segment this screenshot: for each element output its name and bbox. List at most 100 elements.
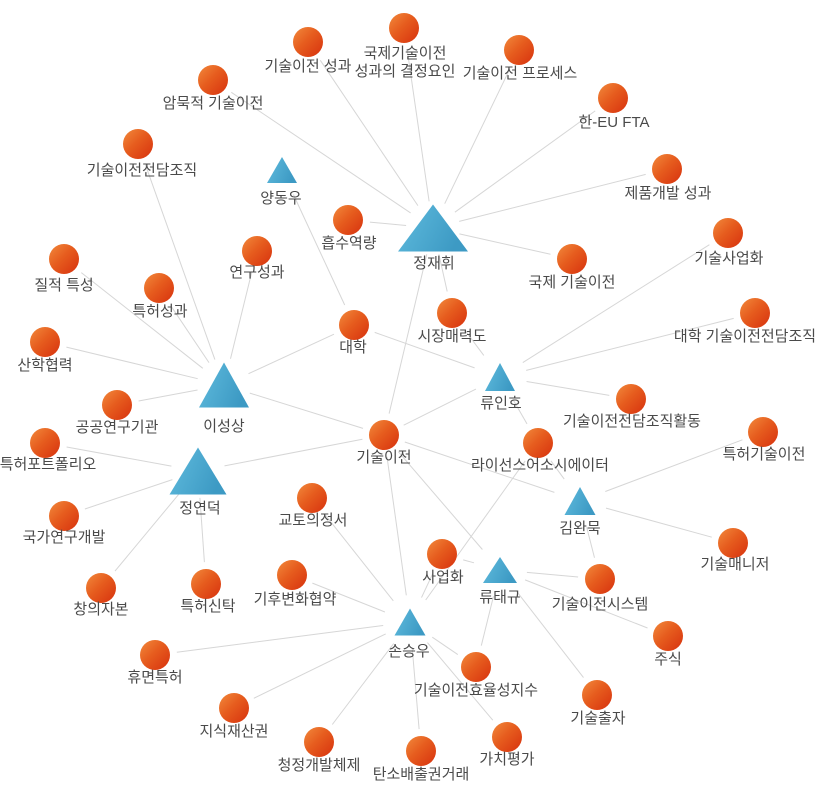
node-label-k_patent_port: 특허포트폴리오 bbox=[0, 456, 96, 473]
edge-ryu_tg-k_stock bbox=[524, 579, 648, 629]
edge-ryu_ih-k_univ_tto bbox=[526, 317, 734, 371]
keyword-node-k_market[interactable] bbox=[437, 298, 467, 328]
keyword-node-k_ip[interactable] bbox=[219, 693, 249, 723]
edge-jung_yd-k_tt bbox=[224, 438, 363, 467]
edge-lee_ss-k_tt bbox=[249, 392, 364, 429]
node-label-jung_jh: 정재휘 bbox=[413, 255, 454, 272]
edge-son_sw-k_valuation bbox=[427, 642, 494, 721]
node-label-k_tacit: 암묵적 기술이전 bbox=[163, 95, 264, 112]
edge-son_sw-k_ip bbox=[253, 633, 386, 699]
node-label-k_market: 시장매력도 bbox=[417, 328, 486, 345]
keyword-node-k_patent_tt[interactable] bbox=[748, 417, 778, 447]
author-node-jung_yd[interactable] bbox=[169, 447, 227, 495]
edge-kim_wm-k_patent_tt bbox=[605, 439, 743, 492]
edge-kim_wm-k_tech_mgr bbox=[605, 507, 712, 538]
keyword-node-k_cdm[interactable] bbox=[304, 727, 334, 757]
edge-ryu_tg-k_tt_system bbox=[526, 571, 579, 578]
edge-ryu_ih-k_univ bbox=[374, 331, 475, 369]
keyword-node-k_absorb[interactable] bbox=[333, 205, 363, 235]
node-label-k_tt_seonggwa: 기술이전 성과 bbox=[265, 58, 352, 75]
author-node-son_sw[interactable] bbox=[394, 608, 426, 636]
edge-lee_ss-k_qual bbox=[80, 272, 204, 369]
edge-lee_ss-k_tto bbox=[144, 164, 216, 360]
keyword-node-k_patent_perf[interactable] bbox=[144, 273, 174, 303]
keyword-node-k_univ_tto[interactable] bbox=[740, 298, 770, 328]
keyword-node-k_univ_ind[interactable] bbox=[30, 327, 60, 357]
keyword-node-k_tt_process[interactable] bbox=[504, 35, 534, 65]
edge-ryu_tg-k_tt bbox=[397, 451, 483, 550]
edge-jung_jh-k_tt_seonggwa bbox=[319, 60, 419, 206]
edge-jung_jh-k_intl_tt bbox=[459, 233, 551, 255]
node-label-k_creative_cap: 창의자본 bbox=[73, 601, 128, 618]
node-label-k_biz: 사업화 bbox=[422, 569, 464, 586]
node-label-k_tech_invest: 기술출자 bbox=[570, 710, 625, 727]
keyword-node-k_kyoto[interactable] bbox=[297, 483, 327, 513]
edge-lee_ss-k_univ bbox=[248, 333, 335, 375]
edge-kim_wm-k_tt_system bbox=[586, 527, 595, 558]
edge-jung_jh-k_product_dev bbox=[459, 173, 646, 222]
keyword-node-k_tech_comm[interactable] bbox=[713, 218, 743, 248]
keyword-node-k_biz[interactable] bbox=[427, 539, 457, 569]
keyword-node-k_carbon[interactable] bbox=[406, 736, 436, 766]
node-label-k_eu_fta: 한-EU FTA bbox=[578, 114, 649, 131]
keyword-node-k_stock[interactable] bbox=[653, 621, 683, 651]
node-label-k_univ_ind: 산학협력 bbox=[17, 357, 72, 374]
keyword-node-k_research[interactable] bbox=[242, 236, 272, 266]
keyword-node-k_tto_act[interactable] bbox=[616, 384, 646, 414]
keyword-node-k_climate[interactable] bbox=[277, 560, 307, 590]
author-node-kim_wm[interactable] bbox=[564, 487, 596, 515]
node-label-k_ip: 지식재산권 bbox=[199, 723, 268, 740]
keyword-node-k_qual[interactable] bbox=[49, 244, 79, 274]
keyword-node-k_dormant[interactable] bbox=[140, 640, 170, 670]
node-label-son_sw: 손승우 bbox=[388, 643, 430, 660]
edge-son_sw-k_carbon bbox=[411, 648, 420, 730]
node-label-k_patent_tt: 특허기술이전 bbox=[723, 446, 806, 463]
edge-son_sw-k_biz bbox=[421, 573, 434, 598]
node-label-k_intl_factors: 국제기술이전 성과의 결정요인 bbox=[355, 45, 456, 80]
author-node-ryu_ih[interactable] bbox=[485, 363, 515, 391]
keyword-node-k_license[interactable] bbox=[523, 428, 553, 458]
author-node-yang[interactable] bbox=[267, 157, 297, 183]
node-label-k_tto: 기술이전전담조직 bbox=[87, 162, 197, 179]
edge-layer bbox=[66, 49, 743, 730]
edge-jung_jh-k_intl_factors bbox=[406, 49, 430, 202]
node-label-k_tech_comm: 기술사업화 bbox=[694, 250, 763, 267]
keyword-node-k_intl_factors[interactable] bbox=[389, 13, 419, 43]
node-label-kim_wm: 김완묵 bbox=[559, 520, 600, 537]
node-label-k_univ: 대학 bbox=[339, 339, 367, 356]
keyword-node-k_nat_rd[interactable] bbox=[49, 501, 79, 531]
node-label-k_tt_eff: 기술이전효율성지수 bbox=[414, 682, 538, 699]
keyword-node-k_valuation[interactable] bbox=[492, 722, 522, 752]
keyword-node-k_intl_tt[interactable] bbox=[557, 244, 587, 274]
keyword-node-k_public_ri[interactable] bbox=[102, 390, 132, 420]
edge-son_sw-k_tt_eff bbox=[432, 636, 459, 656]
keyword-node-k_patent_trust[interactable] bbox=[191, 569, 221, 599]
keyword-node-k_tt_seonggwa[interactable] bbox=[293, 27, 323, 57]
edge-jung_yd-k_nat_rd bbox=[84, 479, 173, 510]
node-label-k_cdm: 청정개발체제 bbox=[278, 757, 361, 774]
keyword-node-k_patent_port[interactable] bbox=[30, 428, 60, 458]
keyword-node-k_tt[interactable] bbox=[369, 420, 399, 450]
keyword-node-k_tt_eff[interactable] bbox=[461, 652, 491, 682]
edge-son_sw-k_climate bbox=[312, 582, 386, 613]
keyword-node-k_tt_system[interactable] bbox=[585, 564, 615, 594]
node-label-lee_ss: 이성상 bbox=[203, 418, 245, 435]
keyword-node-k_creative_cap[interactable] bbox=[86, 573, 116, 603]
node-label-k_intl_tt: 국제 기술이전 bbox=[529, 274, 616, 291]
edge-ryu_ih-k_tto_act bbox=[526, 381, 610, 396]
keyword-node-k_univ[interactable] bbox=[339, 310, 369, 340]
node-label-k_tt_process: 기술이전 프로세스 bbox=[463, 65, 578, 82]
keyword-node-k_product_dev[interactable] bbox=[652, 154, 682, 184]
keyword-node-k_eu_fta[interactable] bbox=[598, 83, 628, 113]
author-node-jung_jh[interactable] bbox=[398, 204, 468, 252]
keyword-node-k_tech_invest[interactable] bbox=[582, 680, 612, 710]
keyword-node-k_tacit[interactable] bbox=[198, 65, 228, 95]
author-node-ryu_tg[interactable] bbox=[483, 557, 517, 583]
edge-ryu_tg-k_biz bbox=[463, 559, 475, 564]
keyword-node-k_tech_mgr[interactable] bbox=[718, 528, 748, 558]
edge-ryu_ih-k_market bbox=[464, 330, 485, 356]
author-node-lee_ss[interactable] bbox=[199, 362, 249, 408]
keyword-node-k_tto[interactable] bbox=[123, 129, 153, 159]
